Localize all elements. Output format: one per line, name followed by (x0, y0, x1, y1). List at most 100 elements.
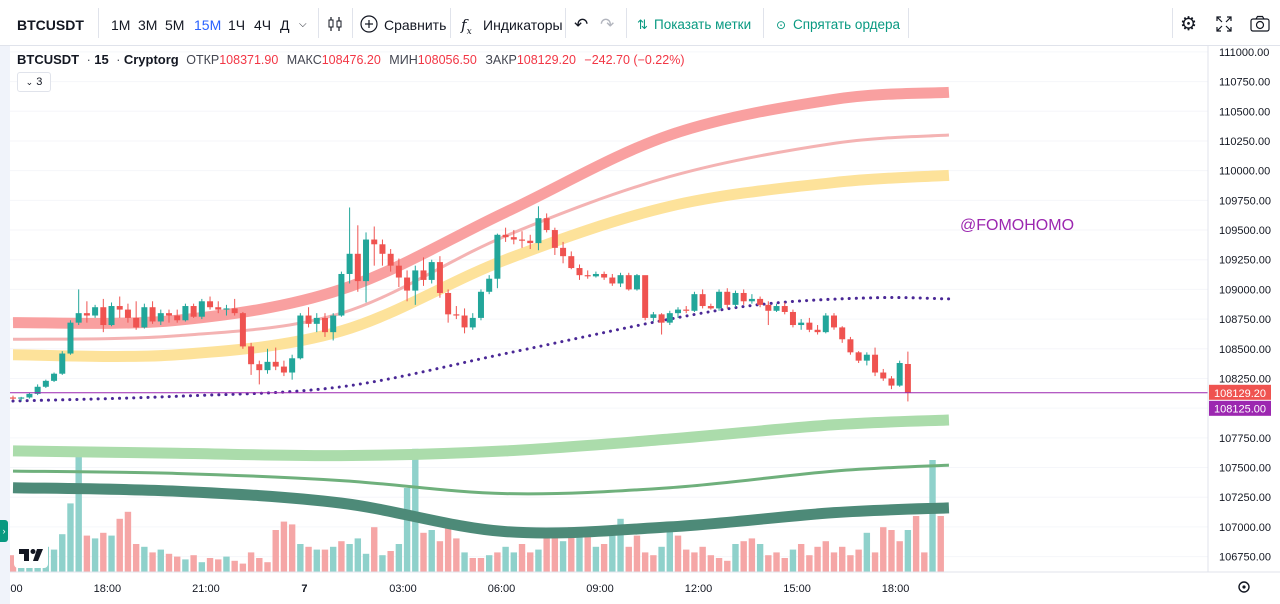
volume-bar (748, 538, 756, 572)
candle (872, 347, 879, 377)
candle (757, 296, 764, 308)
y-tick-label: 109000.00 (1219, 284, 1271, 296)
candle (34, 384, 41, 396)
legend-symbol[interactable]: BTCUSDT (17, 52, 80, 67)
candle (379, 239, 386, 266)
x-tick-label: 06:00 (488, 583, 516, 595)
symbol-search[interactable]: BTCUSDT (17, 17, 84, 33)
timeframe-3m[interactable]: 3М (138, 17, 158, 33)
candle (83, 301, 90, 323)
candle (338, 271, 345, 317)
volume-bar (880, 527, 887, 572)
candle (494, 233, 501, 289)
volume-bar (305, 546, 312, 572)
price-label-last: 108129.20 (1209, 384, 1271, 400)
legend-high-value: 108476.20 (321, 53, 381, 67)
volume-bar (929, 460, 936, 572)
left-panel-edge[interactable]: › (0, 46, 10, 604)
volume-bar (617, 518, 624, 572)
collapse-handle[interactable]: › (0, 520, 8, 542)
candle (699, 289, 706, 309)
hide-orders-button[interactable]: Спрятать ордера (793, 17, 901, 32)
timeframe-5m[interactable]: 5М (165, 17, 185, 33)
fullscreen-icon[interactable] (1215, 0, 1233, 46)
candle (527, 234, 534, 250)
y-tick-label: 107000.00 (1219, 522, 1271, 534)
volume-bar (633, 535, 641, 572)
candle (666, 310, 673, 326)
candles-type-icon[interactable] (326, 0, 344, 46)
legend-open-value: 108371.90 (219, 53, 279, 67)
candle (888, 376, 895, 390)
volume-bar (814, 546, 821, 572)
volume-bar (797, 544, 805, 572)
compare-button[interactable]: Сравнить (384, 17, 447, 33)
volume-bar (773, 552, 780, 572)
y-tick-label: 108500.00 (1219, 344, 1271, 356)
y-tick-label: 110000.00 (1219, 166, 1270, 178)
candle (395, 258, 402, 288)
timeframe-4h[interactable]: 4Ч (254, 17, 272, 33)
volume-bar (174, 556, 181, 572)
timeframe-1h[interactable]: 1Ч (228, 17, 246, 33)
candle (297, 313, 304, 360)
volume-bar (444, 518, 452, 572)
indicators-toggle[interactable]: ⌄ 3 (17, 72, 51, 92)
indicators-button[interactable]: Индикаторы (483, 17, 563, 33)
y-tick-label: 110750.00 (1219, 77, 1270, 89)
candle (798, 319, 805, 330)
candle (231, 298, 238, 316)
undo-icon[interactable]: ↶ (574, 15, 589, 34)
tradingview-logo[interactable] (14, 540, 48, 568)
volume-bar (871, 552, 879, 572)
indicators-fx-icon[interactable]: fx (461, 16, 472, 37)
candle (18, 396, 25, 402)
candle (289, 354, 296, 380)
dotted-indicator (11, 296, 951, 403)
price-axis[interactable]: 106750.00 107000.00 107250.00 107500.00 1077… (1207, 46, 1271, 572)
legend-low-label: МИН (389, 53, 418, 67)
y-tick-label: 110250.00 (1219, 136, 1270, 148)
redo-icon[interactable]: ↷ (600, 15, 615, 34)
show-marks-button[interactable]: Показать метки (654, 17, 752, 32)
settings-gear-icon[interactable]: ⚙ (1180, 14, 1198, 35)
show-marks-icon[interactable]: ⇅ (637, 17, 648, 32)
candle (904, 351, 911, 402)
legend-close-value: 108129.20 (516, 53, 576, 67)
volume-bar (576, 530, 583, 572)
volume-bar (527, 552, 534, 572)
candle (625, 272, 632, 291)
candle (149, 301, 156, 324)
hide-orders-icon[interactable]: ⊙ (776, 18, 787, 32)
volume-bar (863, 532, 871, 572)
candle (469, 313, 476, 330)
band-band_dark_green (12, 482, 950, 539)
timeframe-dropdown-chevron-icon[interactable]: ⌵ (299, 19, 307, 30)
volume-bar (732, 544, 739, 572)
volume-bar (321, 549, 329, 572)
candle (789, 309, 796, 328)
candle (354, 225, 361, 292)
compare-plus-icon[interactable] (360, 0, 378, 46)
volume-bar (215, 559, 222, 572)
volume-bar (412, 448, 419, 572)
candle (428, 259, 435, 284)
time-axis-settings-icon[interactable] (1238, 581, 1250, 593)
time-axis[interactable]: 15:0018:0021:00703:0006:0009:0012:0015:0… (0, 571, 1280, 595)
candle (814, 325, 821, 335)
price-label-second: 108125.00 (1209, 400, 1271, 416)
snapshot-camera-icon[interactable] (1250, 0, 1270, 46)
timeframe-15m[interactable]: 15М (194, 17, 222, 33)
timeframe-d[interactable]: Д (280, 17, 290, 33)
volume-bar (223, 556, 230, 572)
dotted-ma-line (11, 296, 951, 403)
timeframe-1m[interactable]: 1М (111, 17, 131, 33)
candle (609, 273, 616, 286)
legend-exchange: Cryptorg (123, 52, 179, 67)
candle (371, 226, 378, 266)
volume-bar (609, 535, 616, 572)
volume-bar (116, 518, 123, 572)
legend-low-value: 108056.50 (417, 53, 477, 67)
volume-bar (855, 549, 862, 572)
